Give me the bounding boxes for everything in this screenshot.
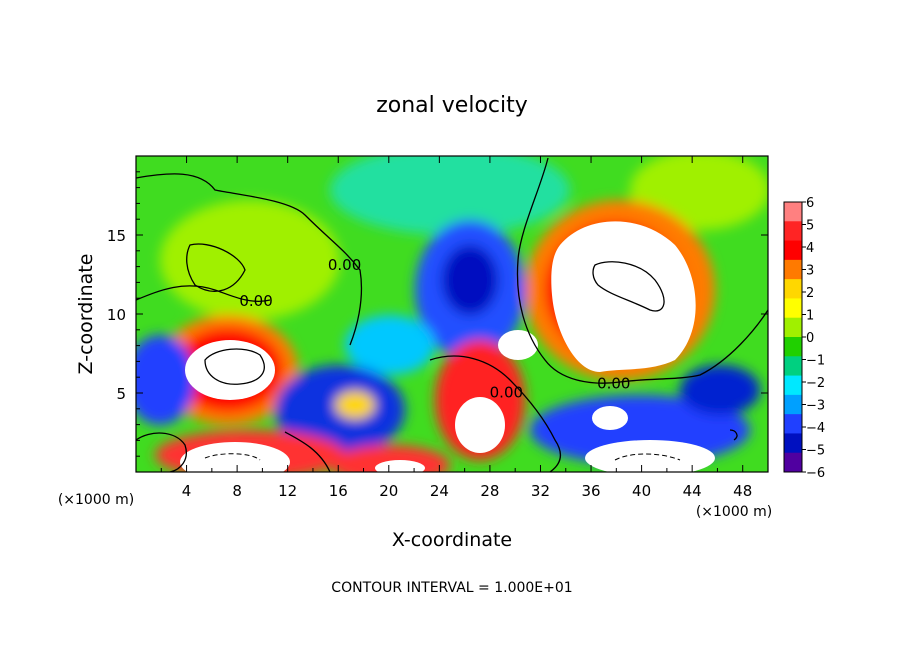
colorbar-tick-label: 2 — [806, 286, 814, 301]
y-tick-label: 15 — [107, 227, 126, 245]
x-tick-label: 16 — [329, 482, 348, 500]
x-tick-label: 8 — [232, 482, 242, 500]
contour-label: 0.00 — [328, 256, 361, 274]
colorbar-tick-label: −5 — [806, 444, 825, 459]
colorbar-segment — [784, 337, 802, 357]
colorbar-segment — [784, 221, 802, 242]
colorbar-segment — [784, 298, 802, 319]
colorbar-tick-label: 1 — [806, 309, 814, 324]
colorbar-tick-label: −1 — [806, 354, 825, 369]
x-tick-label: 40 — [632, 482, 651, 500]
colorbar-segment — [784, 202, 802, 222]
contour-label: 0.00 — [597, 374, 630, 392]
colorbar-segment — [784, 356, 802, 377]
y-tick-label: 5 — [116, 385, 126, 403]
colorbar-tick-label: 3 — [806, 264, 814, 279]
colorbar-tick-label: −4 — [806, 421, 825, 436]
colorbar-tick-label: 6 — [806, 196, 814, 211]
colorbar-tick-label: 5 — [806, 219, 814, 234]
colorbar-segment — [784, 394, 802, 415]
x-tick-label: 12 — [278, 482, 297, 500]
x-tick-label: 44 — [683, 482, 702, 500]
x-tick-label: 4 — [182, 482, 192, 500]
y-tick-label: 10 — [107, 306, 126, 324]
colorbar-segment — [784, 259, 802, 280]
x-tick-label: 24 — [430, 482, 449, 500]
x-tick-label: 32 — [531, 482, 550, 500]
x-unit-left: (×1000 m) — [58, 492, 134, 508]
contour-interval-note: CONTOUR INTERVAL = 1.000E+01 — [331, 580, 572, 596]
x-tick-label: 20 — [379, 482, 398, 500]
colorbar-tick-label: −6 — [806, 466, 825, 481]
contour-label: 0.00 — [239, 292, 272, 310]
colorbar-segment — [784, 375, 802, 396]
velocity-field: 0.00 0.00 0.00 0.00 — [136, 156, 768, 472]
colorbar-segment — [784, 279, 802, 299]
x-tick-label: 48 — [733, 482, 752, 500]
contour-label: 0.00 — [490, 384, 523, 402]
colorbar-tick-label: 0 — [806, 331, 814, 346]
chart-title: zonal velocity — [376, 93, 528, 118]
colorbar-segment — [784, 433, 802, 454]
x-axis-label: X-coordinate — [392, 529, 512, 551]
x-tick-label: 28 — [480, 482, 499, 500]
colorbar-segment — [784, 452, 802, 473]
colorbar-segment — [784, 240, 802, 261]
x-tick-label: 36 — [581, 482, 600, 500]
colorbar-segment — [784, 317, 802, 338]
colorbar-segment — [784, 414, 802, 434]
y-axis-label: Z-coordinate — [75, 254, 97, 375]
colorbar-tick-label: −2 — [806, 376, 825, 391]
x-unit-right: (×1000 m) — [696, 504, 772, 520]
colorbar-tick-label: −3 — [806, 399, 825, 414]
colorbar-tick-label: 4 — [806, 241, 814, 256]
colorbar: 6 5 4 3 2 1 0 −1 −2 −3 −4 −5 −6 — [783, 196, 825, 481]
